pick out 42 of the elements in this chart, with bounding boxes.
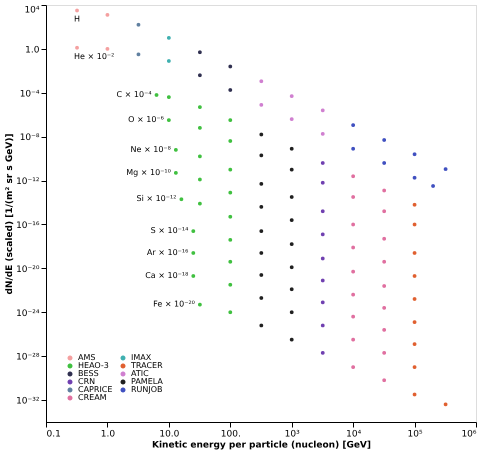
- y-tick-label: 10⁻¹²: [16, 177, 40, 188]
- legend-label: CREAM: [78, 393, 107, 402]
- legend-label: HEAO-3: [78, 361, 109, 370]
- y-tick-label: 10⁻²⁸: [16, 352, 40, 363]
- y-tick-label: 10⁻²⁴: [16, 308, 40, 319]
- legend-label: RUNJOB: [131, 385, 163, 394]
- annotation: Ar × 10⁻¹⁶: [146, 248, 188, 258]
- annotation: C × 10⁻⁴: [116, 90, 152, 99]
- legend-label: PAMELA: [131, 377, 164, 386]
- annotation: Mg × 10⁻¹⁰: [126, 168, 171, 177]
- y-axis-title: dN/dE (scaled) [1/(m² sr s GeV)]: [5, 133, 16, 295]
- annotation: S × 10⁻¹⁴: [150, 226, 188, 236]
- x-axis-title: Kinetic energy per particle (nucleon) [GeV]: [152, 440, 372, 450]
- x-tick-label: 10³: [284, 430, 300, 440]
- legend-label: ATIC: [131, 369, 150, 378]
- legend-label: AMS: [78, 353, 96, 362]
- y-tick-label: 10⁻¹⁶: [16, 220, 40, 231]
- legend-label: BESS: [78, 369, 99, 378]
- annotation: Si × 10⁻¹²: [136, 194, 176, 204]
- y-tick-label: 10⁻²⁰: [16, 264, 40, 275]
- x-tick-label: 1.0: [100, 430, 116, 440]
- legend-label: IMAX: [131, 353, 152, 362]
- y-tick-label: 10⁴: [24, 6, 40, 16]
- y-tick-label: 10⁻³²: [16, 396, 40, 407]
- annotation: Fe × 10⁻²⁰: [153, 300, 195, 309]
- legend-label: CAPRICE: [78, 385, 112, 394]
- annotation: Ca × 10⁻¹⁸: [145, 271, 188, 280]
- x-tick-label: 100.: [220, 430, 241, 440]
- y-tick-label: 10⁻⁴: [20, 89, 40, 100]
- y-tick-label: 10⁻⁸: [20, 133, 40, 144]
- x-tick-label: 0.1: [46, 430, 61, 440]
- annotation: Ne × 10⁻⁸: [130, 144, 171, 154]
- x-tick-label: 10⁵: [408, 430, 423, 440]
- annotation: He × 10⁻²: [74, 52, 114, 61]
- annotation: H: [74, 14, 80, 24]
- x-tick-label: 10⁶: [461, 430, 477, 440]
- x-tick-label: 10.0: [159, 430, 180, 440]
- x-tick-label: 10⁴: [346, 430, 362, 440]
- legend-label: CRN: [78, 377, 96, 386]
- y-tick-label: 1.0: [25, 45, 40, 56]
- annotation: O × 10⁻⁶: [128, 115, 164, 124]
- legend-label: TRACER: [130, 361, 164, 370]
